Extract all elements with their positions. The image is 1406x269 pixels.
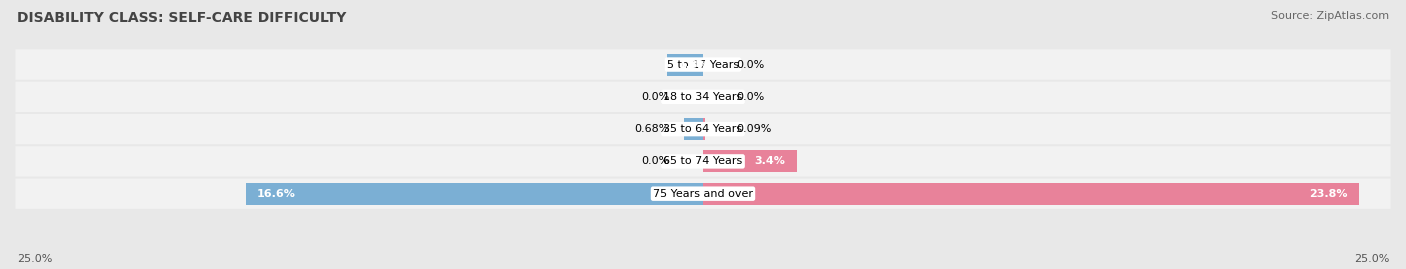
Text: 0.09%: 0.09%: [737, 124, 772, 134]
Bar: [685, 118, 703, 140]
FancyBboxPatch shape: [15, 82, 1391, 112]
Text: 3.4%: 3.4%: [755, 156, 786, 167]
Bar: [246, 183, 703, 205]
FancyBboxPatch shape: [15, 114, 1391, 144]
Text: DISABILITY CLASS: SELF-CARE DIFFICULTY: DISABILITY CLASS: SELF-CARE DIFFICULTY: [17, 11, 346, 25]
Text: 75 Years and over: 75 Years and over: [652, 189, 754, 199]
Bar: [703, 183, 1358, 205]
Text: 0.0%: 0.0%: [737, 59, 765, 70]
Text: 65 to 74 Years: 65 to 74 Years: [664, 156, 742, 167]
Text: 1.3%: 1.3%: [678, 59, 709, 70]
Bar: [703, 150, 797, 172]
Text: 0.68%: 0.68%: [634, 124, 669, 134]
FancyBboxPatch shape: [15, 179, 1391, 209]
Text: 35 to 64 Years: 35 to 64 Years: [664, 124, 742, 134]
FancyBboxPatch shape: [15, 146, 1391, 176]
Text: 16.6%: 16.6%: [256, 189, 295, 199]
Text: 0.0%: 0.0%: [641, 156, 669, 167]
Text: 0.0%: 0.0%: [641, 92, 669, 102]
Bar: [703, 118, 706, 140]
Text: 25.0%: 25.0%: [1354, 254, 1389, 264]
Text: 5 to 17 Years: 5 to 17 Years: [666, 59, 740, 70]
Text: 18 to 34 Years: 18 to 34 Years: [664, 92, 742, 102]
Text: 0.0%: 0.0%: [737, 92, 765, 102]
Text: Source: ZipAtlas.com: Source: ZipAtlas.com: [1271, 11, 1389, 21]
FancyBboxPatch shape: [15, 49, 1391, 80]
Legend: Male, Female: Male, Female: [637, 264, 769, 269]
Bar: [668, 54, 703, 76]
Text: 23.8%: 23.8%: [1309, 189, 1348, 199]
Text: 25.0%: 25.0%: [17, 254, 52, 264]
